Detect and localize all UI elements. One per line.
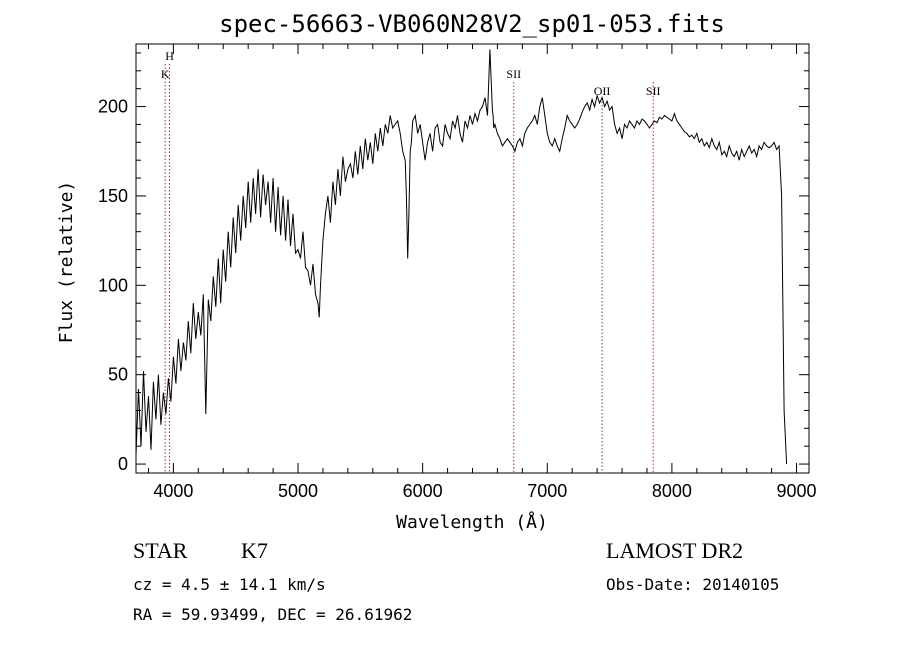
marker-label-oii-3: OII: [594, 84, 611, 98]
object-subclass: K7: [241, 538, 268, 563]
x-tick-label-8000: 8000: [652, 481, 692, 501]
emission-line-markers: HK SII OII SII: [161, 49, 661, 473]
survey-name: LAMOST DR2: [606, 538, 743, 563]
chart-title: spec-56663-VB060N28V2_sp01-053.fits: [219, 10, 725, 38]
marker-label-sii-4: SII: [646, 84, 661, 98]
x-axis-label: Wavelength (Å): [396, 511, 548, 533]
axis-ticks: 4000 5000 6000 7000 8000 9000 0 50 100 150 200: [98, 44, 817, 501]
object-class: STAR: [133, 538, 188, 563]
marker-label-h-0: H: [165, 49, 174, 63]
redshift-velocity: cz = 4.5 ± 14.1 km/s: [133, 575, 326, 594]
x-tick-label-5000: 5000: [278, 481, 318, 501]
x-tick-label-7000: 7000: [527, 481, 567, 501]
y-tick-label-50: 50: [108, 365, 128, 385]
observation-date: Obs-Date: 20140105: [606, 575, 779, 594]
x-tick-label-4000: 4000: [153, 481, 193, 501]
marker-label-sii-2: SII: [506, 67, 521, 81]
marker-label-k-1: K: [161, 67, 170, 81]
y-tick-label-150: 150: [98, 186, 128, 206]
y-axis-label: Flux (relative): [56, 181, 77, 344]
y-tick-label-100: 100: [98, 275, 128, 295]
sky-coordinates: RA = 59.93499, DEC = 26.61962: [133, 605, 412, 624]
plot-area: HK SII OII SII 4000 5000 6000 7000 8000 9000 0 50 1…: [98, 43, 817, 501]
spectrum-line: [135, 49, 788, 465]
plot-frame: [135, 43, 810, 474]
x-tick-label-6000: 6000: [403, 481, 443, 501]
x-tick-label-9000: 9000: [777, 481, 817, 501]
y-tick-label-0: 0: [118, 454, 128, 474]
y-tick-label-200: 200: [98, 97, 128, 117]
